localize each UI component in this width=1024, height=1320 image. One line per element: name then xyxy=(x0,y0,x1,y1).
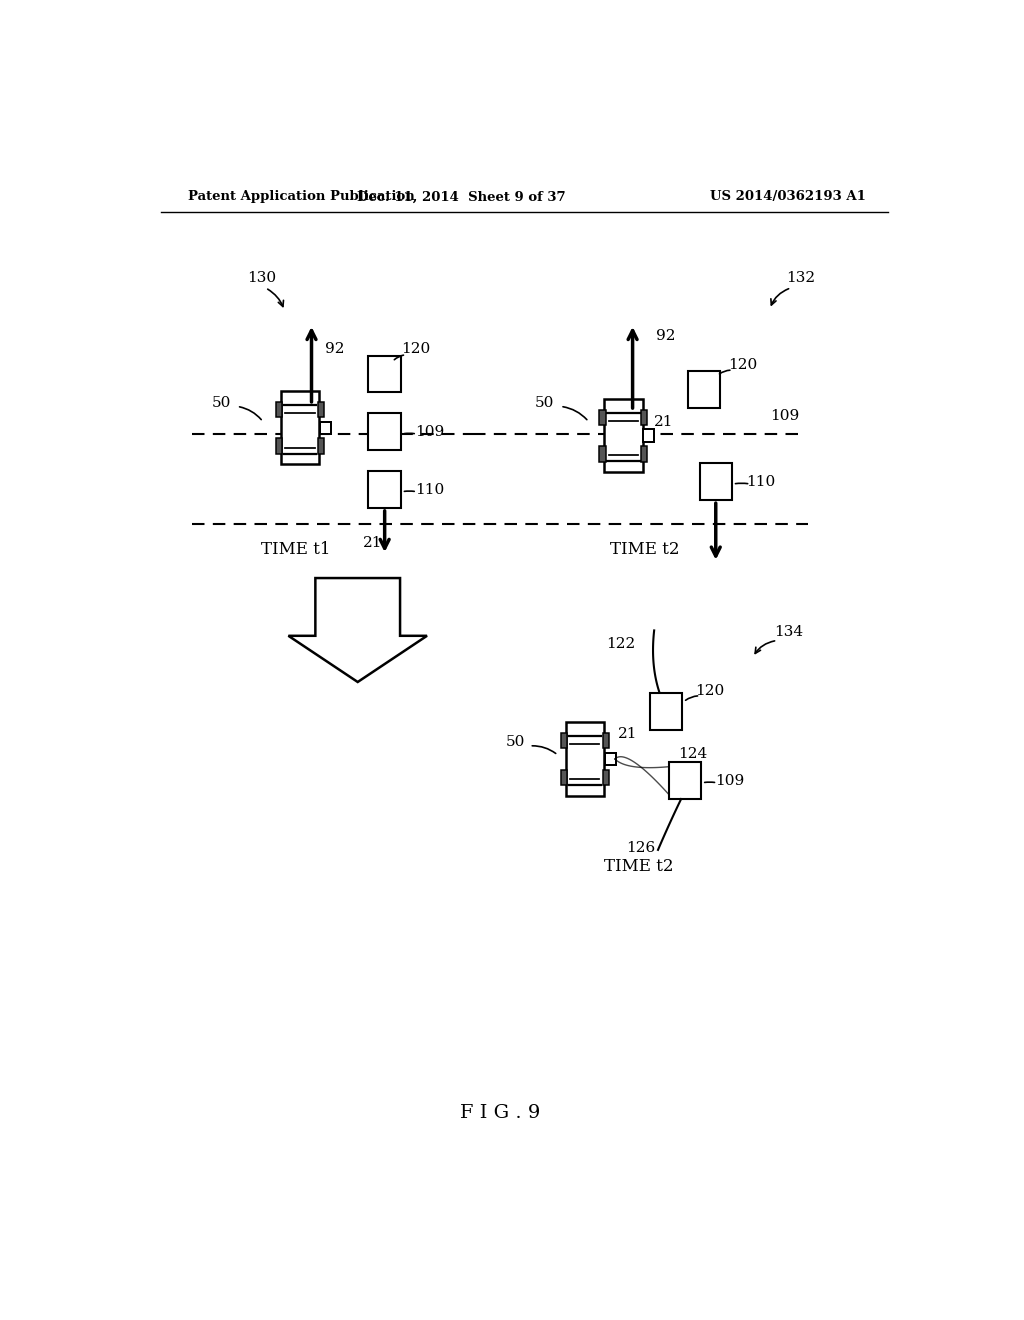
Text: 109: 109 xyxy=(715,774,744,788)
Text: Patent Application Publication: Patent Application Publication xyxy=(188,190,415,203)
Bar xyxy=(599,446,605,462)
Text: 130: 130 xyxy=(247,271,276,285)
Polygon shape xyxy=(289,578,427,682)
Text: TIME t2: TIME t2 xyxy=(610,541,680,558)
Bar xyxy=(602,770,608,785)
Bar xyxy=(643,429,654,442)
Text: 122: 122 xyxy=(606,636,636,651)
Bar xyxy=(561,770,567,785)
Bar xyxy=(319,422,331,434)
Bar xyxy=(669,762,701,799)
Text: 120: 120 xyxy=(400,342,430,356)
Bar xyxy=(605,752,615,766)
Text: 120: 120 xyxy=(695,684,724,698)
Bar xyxy=(317,438,324,454)
Text: 109: 109 xyxy=(415,425,444,438)
Bar xyxy=(317,401,324,417)
Text: 132: 132 xyxy=(785,271,815,285)
Text: US 2014/0362193 A1: US 2014/0362193 A1 xyxy=(710,190,866,203)
Text: 124: 124 xyxy=(678,747,708,760)
Bar xyxy=(604,399,643,473)
Text: 126: 126 xyxy=(626,841,655,855)
Text: 109: 109 xyxy=(770,409,800,424)
Text: TIME t1: TIME t1 xyxy=(261,541,331,558)
Text: 134: 134 xyxy=(774,624,804,639)
Text: 21: 21 xyxy=(617,727,637,742)
Text: TIME t2: TIME t2 xyxy=(604,858,674,875)
Text: Dec. 11, 2014  Sheet 9 of 37: Dec. 11, 2014 Sheet 9 of 37 xyxy=(357,190,566,203)
Bar xyxy=(281,391,319,465)
Bar xyxy=(565,722,604,796)
Text: 50: 50 xyxy=(506,735,525,748)
Text: F I G . 9: F I G . 9 xyxy=(460,1105,541,1122)
Bar xyxy=(599,409,605,425)
Bar xyxy=(369,471,400,508)
Bar xyxy=(641,446,647,462)
Bar xyxy=(602,733,608,748)
Text: 92: 92 xyxy=(656,329,676,342)
Bar xyxy=(688,371,720,408)
Text: 110: 110 xyxy=(415,483,444,496)
Bar xyxy=(369,355,400,392)
Bar xyxy=(699,463,732,500)
Text: 50: 50 xyxy=(536,396,555,411)
Bar xyxy=(649,693,682,730)
Bar xyxy=(369,413,400,450)
Text: 50: 50 xyxy=(212,396,231,411)
Text: 21: 21 xyxy=(364,536,383,550)
Bar xyxy=(561,733,567,748)
Bar xyxy=(276,401,283,417)
Bar xyxy=(276,438,283,454)
Text: 21: 21 xyxy=(653,414,673,429)
Text: 120: 120 xyxy=(728,358,758,372)
Text: 92: 92 xyxy=(325,342,344,356)
Text: 110: 110 xyxy=(745,475,775,488)
Bar xyxy=(641,409,647,425)
